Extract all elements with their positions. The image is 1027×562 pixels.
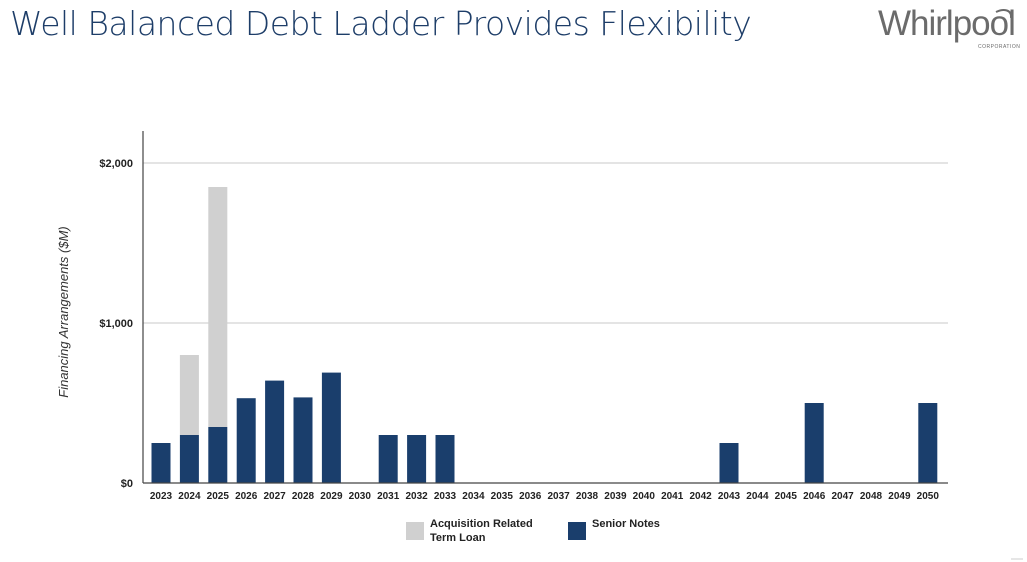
x-tick-label: 2042 (689, 491, 712, 502)
y-tick-label: $0 (121, 478, 133, 490)
bar (378, 435, 398, 483)
x-tick-label: 2035 (491, 491, 514, 502)
corner-mark (1011, 558, 1023, 560)
logo-swoosh-icon (995, 9, 1013, 19)
x-tick-label: 2025 (207, 491, 230, 502)
bar (151, 443, 171, 483)
x-tick-label: 2047 (831, 491, 854, 502)
axes (142, 131, 948, 484)
x-tick-label: 2043 (718, 491, 741, 502)
x-tick-label: 2036 (519, 491, 542, 502)
grid-lines (143, 162, 948, 324)
bar (918, 403, 938, 483)
bar (804, 403, 824, 483)
bar (208, 187, 228, 427)
x-tick-label: 2050 (917, 491, 940, 502)
bar (719, 443, 739, 483)
bar (208, 427, 228, 483)
legend-label-term-loan: Acquisition Related Term Loan (430, 518, 533, 544)
bar (265, 380, 285, 483)
bar (435, 435, 455, 483)
x-tick-label: 2046 (803, 491, 826, 502)
legend-item-senior-notes: Senior Notes (568, 517, 722, 540)
x-tick-label: 2029 (320, 491, 343, 502)
bar (321, 372, 341, 483)
legend-item-term-loan: Acquisition Related Term Loan (406, 517, 560, 545)
x-tick-label: 2041 (661, 491, 684, 502)
logo-wordmark: Whirlpool (878, 4, 1016, 43)
bar (293, 397, 313, 483)
x-tick-label: 2027 (263, 491, 286, 502)
y-tick-label: $1,000 (99, 318, 133, 330)
whirlpool-logo: Whirlpool CORPORATION (878, 4, 1020, 56)
legend-swatch-term-loan (406, 522, 424, 540)
legend-swatch-senior-notes (568, 522, 586, 540)
bar (236, 398, 256, 483)
x-tick-label: 2034 (462, 491, 485, 502)
x-tick-label: 2044 (746, 491, 769, 502)
x-tick-label: 2049 (888, 491, 911, 502)
logo-subtitle: CORPORATION (978, 44, 1021, 50)
x-tick-label: 2030 (349, 491, 372, 502)
slide-title: Well Balanced Debt Ladder Provides Flexi… (10, 4, 752, 43)
y-tick-label: $2,000 (99, 158, 133, 170)
y-axis-label: Financing Arrangements ($M) (56, 226, 71, 397)
x-tick-label: 2038 (576, 491, 599, 502)
bar (407, 435, 427, 483)
x-tick-label: 2037 (547, 491, 570, 502)
x-tick-label: 2031 (377, 491, 400, 502)
x-tick-label: 2023 (150, 491, 173, 502)
x-tick-label: 2040 (633, 491, 656, 502)
x-tick-label: 2028 (292, 491, 315, 502)
x-tick-label: 2039 (604, 491, 627, 502)
x-tick-label: 2032 (405, 491, 428, 502)
bar (179, 435, 199, 483)
x-tick-label: 2024 (178, 491, 201, 502)
x-tick-label: 2048 (860, 491, 883, 502)
x-tick-label: 2045 (775, 491, 798, 502)
tick-labels: $0 $1,000 $2,000 2023 2024 2025 2026 2027 2028 20… (99, 158, 939, 502)
x-tick-label: 2026 (235, 491, 258, 502)
bar (179, 355, 199, 435)
x-tick-label: 2033 (434, 491, 457, 502)
bars (151, 187, 938, 483)
legend-label-senior-notes: Senior Notes (592, 518, 660, 530)
